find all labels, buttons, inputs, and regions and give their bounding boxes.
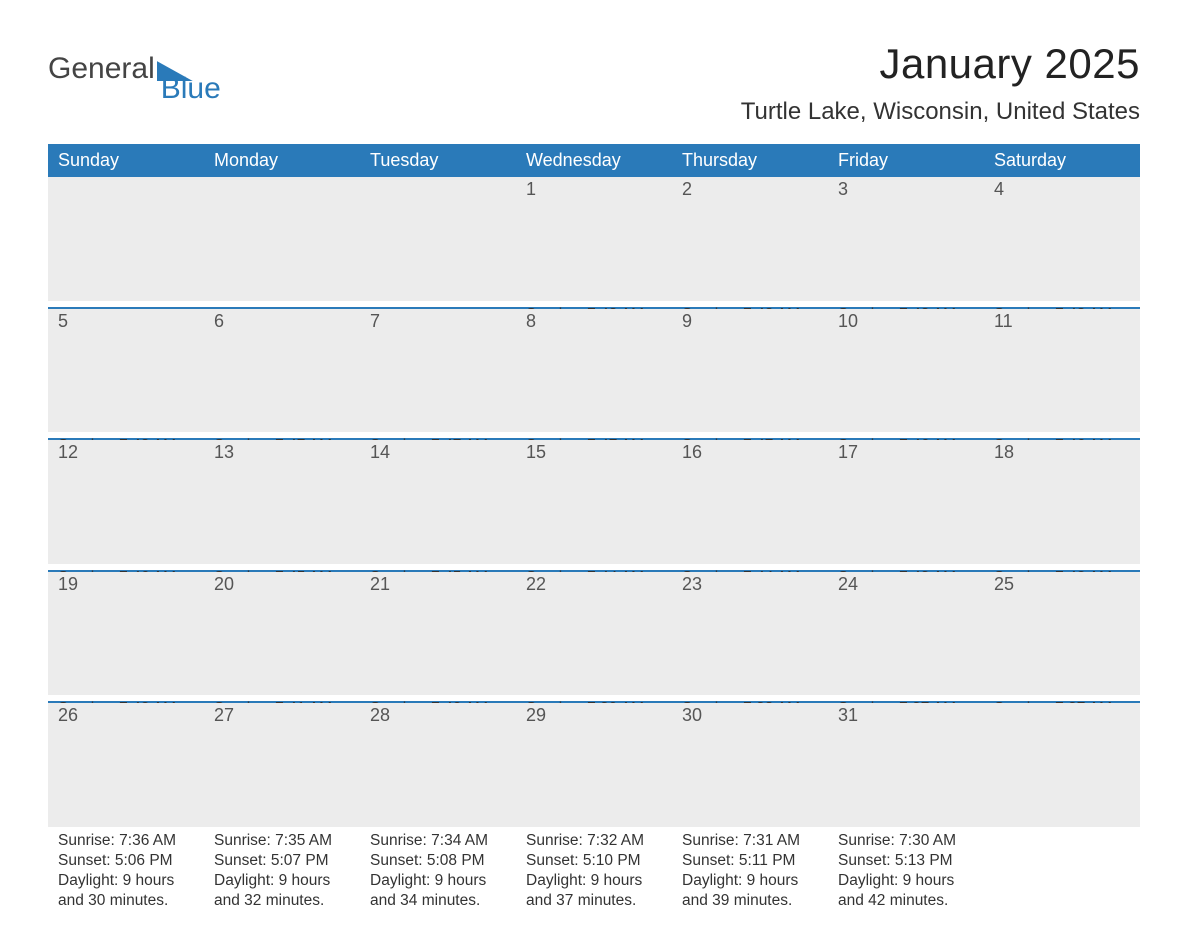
daylight-text-2: and 32 minutes. [214, 891, 350, 911]
day-number: 5 [48, 309, 204, 433]
day-number [204, 177, 360, 301]
day-number: 2 [672, 177, 828, 301]
day-body: Sunrise: 7:31 AMSunset: 5:11 PMDaylight:… [672, 827, 828, 950]
page-title: January 2025 [741, 40, 1140, 88]
day-number-strip: 19202122232425 [48, 572, 1140, 696]
day-number: 26 [48, 703, 204, 827]
day-number: 16 [672, 440, 828, 564]
weekday-header: Wednesday [516, 144, 672, 177]
day-number: 9 [672, 309, 828, 433]
daylight-text: Daylight: 9 hours [838, 871, 974, 891]
day-number: 6 [204, 309, 360, 433]
daylight-text: Daylight: 9 hours [214, 871, 350, 891]
day-number: 29 [516, 703, 672, 827]
day-number: 24 [828, 572, 984, 696]
daylight-text: Daylight: 9 hours [526, 871, 662, 891]
week-row: 567891011Sunrise: 7:48 AMSunset: 4:39 PM… [48, 307, 1140, 433]
day-number: 27 [204, 703, 360, 827]
daylight-text-2: and 30 minutes. [58, 891, 194, 911]
day-number: 21 [360, 572, 516, 696]
sunset-text: Sunset: 5:06 PM [58, 851, 194, 871]
day-number [984, 703, 1140, 827]
day-number-strip: 12131415161718 [48, 440, 1140, 564]
weeks-container: 1234Sunrise: 7:48 AMSunset: 4:35 PMDayli… [48, 177, 1140, 827]
weekday-header: Friday [828, 144, 984, 177]
day-body: Sunrise: 7:36 AMSunset: 5:06 PMDaylight:… [48, 827, 204, 950]
day-number: 15 [516, 440, 672, 564]
weekday-header-row: SundayMondayTuesdayWednesdayThursdayFrid… [48, 144, 1140, 177]
calendar: SundayMondayTuesdayWednesdayThursdayFrid… [48, 144, 1140, 827]
day-number-strip: 262728293031 [48, 703, 1140, 827]
day-body-row: Sunrise: 7:36 AMSunset: 5:06 PMDaylight:… [48, 827, 1140, 950]
day-number: 7 [360, 309, 516, 433]
sunset-text: Sunset: 5:10 PM [526, 851, 662, 871]
sunset-text: Sunset: 5:13 PM [838, 851, 974, 871]
day-number: 12 [48, 440, 204, 564]
sunset-text: Sunset: 5:11 PM [682, 851, 818, 871]
day-number: 13 [204, 440, 360, 564]
day-number-strip: 567891011 [48, 309, 1140, 433]
logo-text-blue: Blue [161, 72, 221, 106]
day-number: 8 [516, 309, 672, 433]
day-body: Sunrise: 7:35 AMSunset: 5:07 PMDaylight:… [204, 827, 360, 950]
daylight-text-2: and 37 minutes. [526, 891, 662, 911]
day-number: 22 [516, 572, 672, 696]
day-number: 20 [204, 572, 360, 696]
daylight-text: Daylight: 9 hours [370, 871, 506, 891]
day-number-strip: 1234 [48, 177, 1140, 301]
day-number: 11 [984, 309, 1140, 433]
location-subtitle: Turtle Lake, Wisconsin, United States [741, 98, 1140, 126]
weekday-header: Sunday [48, 144, 204, 177]
day-number: 30 [672, 703, 828, 827]
day-body [984, 827, 1140, 950]
day-number: 18 [984, 440, 1140, 564]
day-number: 23 [672, 572, 828, 696]
sunrise-text: Sunrise: 7:30 AM [838, 831, 974, 851]
day-body: Sunrise: 7:30 AMSunset: 5:13 PMDaylight:… [828, 827, 984, 950]
weekday-header: Tuesday [360, 144, 516, 177]
logo-text-general: General [48, 52, 155, 86]
day-number: 17 [828, 440, 984, 564]
day-body: Sunrise: 7:32 AMSunset: 5:10 PMDaylight:… [516, 827, 672, 950]
sunset-text: Sunset: 5:07 PM [214, 851, 350, 871]
daylight-text: Daylight: 9 hours [58, 871, 194, 891]
daylight-text-2: and 34 minutes. [370, 891, 506, 911]
day-number: 4 [984, 177, 1140, 301]
weekday-header: Thursday [672, 144, 828, 177]
title-block: January 2025 Turtle Lake, Wisconsin, Uni… [741, 40, 1140, 126]
day-number: 10 [828, 309, 984, 433]
sunrise-text: Sunrise: 7:35 AM [214, 831, 350, 851]
day-number [360, 177, 516, 301]
day-number [48, 177, 204, 301]
header: General Blue January 2025 Turtle Lake, W… [48, 40, 1140, 126]
daylight-text-2: and 42 minutes. [838, 891, 974, 911]
weekday-header: Monday [204, 144, 360, 177]
week-row: 1234Sunrise: 7:48 AMSunset: 4:35 PMDayli… [48, 177, 1140, 301]
daylight-text: Daylight: 9 hours [682, 871, 818, 891]
sunrise-text: Sunrise: 7:31 AM [682, 831, 818, 851]
sunset-text: Sunset: 5:08 PM [370, 851, 506, 871]
day-number: 31 [828, 703, 984, 827]
day-number: 1 [516, 177, 672, 301]
day-number: 14 [360, 440, 516, 564]
week-row: 262728293031Sunrise: 7:36 AMSunset: 5:06… [48, 701, 1140, 827]
week-row: 19202122232425Sunrise: 7:42 AMSunset: 4:… [48, 570, 1140, 696]
day-number: 3 [828, 177, 984, 301]
day-body: Sunrise: 7:34 AMSunset: 5:08 PMDaylight:… [360, 827, 516, 950]
week-row: 12131415161718Sunrise: 7:46 AMSunset: 4:… [48, 438, 1140, 564]
weekday-header: Saturday [984, 144, 1140, 177]
day-number: 28 [360, 703, 516, 827]
sunrise-text: Sunrise: 7:36 AM [58, 831, 194, 851]
day-number: 25 [984, 572, 1140, 696]
day-number: 19 [48, 572, 204, 696]
logo: General Blue [48, 40, 253, 86]
sunrise-text: Sunrise: 7:32 AM [526, 831, 662, 851]
daylight-text-2: and 39 minutes. [682, 891, 818, 911]
sunrise-text: Sunrise: 7:34 AM [370, 831, 506, 851]
